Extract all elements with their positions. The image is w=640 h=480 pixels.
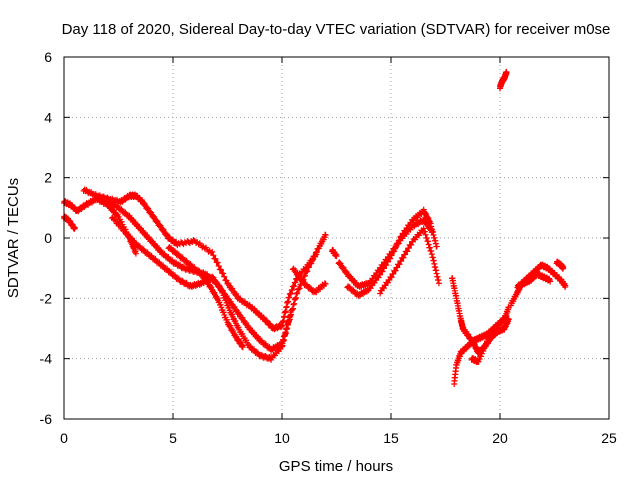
marker-path [377,225,442,297]
marker-path [329,246,340,260]
y-axis-label: SDTVAR / TECUs [5,178,22,298]
series-track-6 [165,244,246,351]
marker-path [553,258,567,272]
x-axis-label: GPS time / hours [279,458,393,475]
marker-path [497,68,510,92]
y-tick-label: -2 [40,290,53,306]
series-track-9 [335,216,436,291]
marker-path [451,312,510,388]
marker-path [344,206,440,300]
x-tick-label: 15 [383,430,399,446]
x-tick-label: 5 [169,430,177,446]
marker-path [80,186,320,333]
series-track-10 [344,206,440,300]
series-track-18 [497,68,510,92]
y-tick-label: -6 [40,411,53,427]
marker-path [289,265,329,296]
marker-path [514,270,554,291]
series-track-3 [80,186,320,333]
marker-path [468,315,512,366]
series-track-17 [553,258,567,272]
y-tick-label: 0 [44,230,52,246]
grid-lines [64,57,609,419]
series-track-5 [108,214,294,363]
marker-path [335,216,436,291]
x-tick-label: 10 [274,430,290,446]
data-points [61,68,569,388]
series-track-14 [468,315,512,366]
x-tick-label: 25 [601,430,617,446]
x-tick-label: 0 [60,430,68,446]
axis-ticks: 0 5 10 15 20 25 -6 -4 -2 0 2 4 6 [40,49,617,446]
series-track-11 [377,225,442,297]
x-tick-label: 20 [492,430,508,446]
chart-title: Day 118 of 2020, Sidereal Day-to-day VTE… [62,21,611,38]
marker-path [165,244,246,351]
series-track-8 [329,246,340,260]
y-tick-label: -4 [40,351,53,367]
y-tick-label: 2 [44,170,52,186]
series-track-7 [289,265,329,296]
marker-path [108,214,294,363]
y-tick-label: 4 [44,109,52,125]
series-track-13 [451,312,510,388]
y-tick-label: 6 [44,49,52,65]
series-track-16 [514,270,554,291]
